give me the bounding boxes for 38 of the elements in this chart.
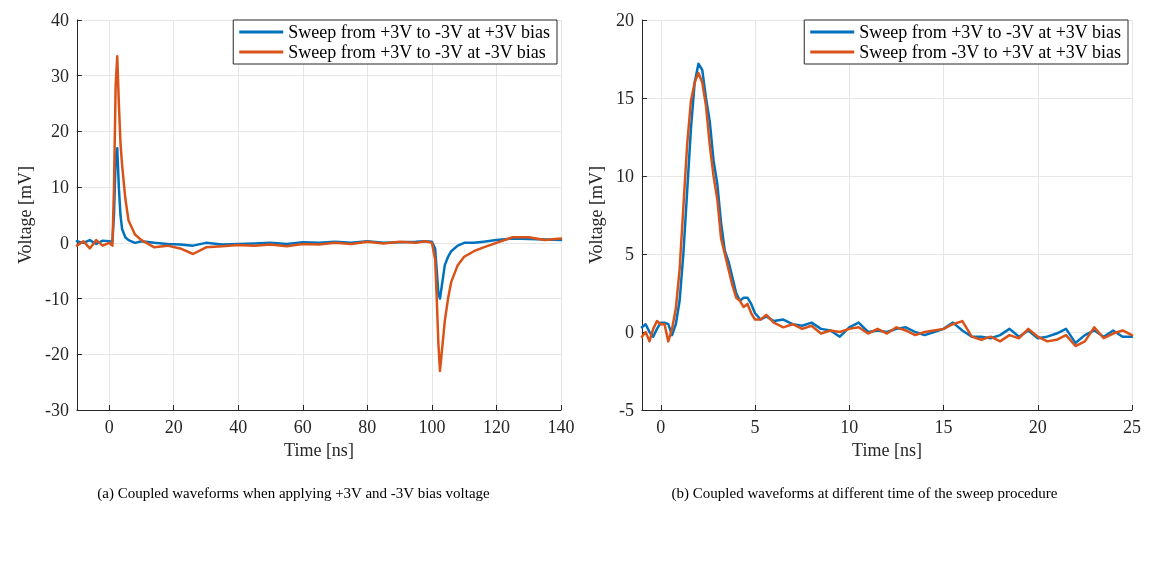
- y-tick-label: -5: [618, 400, 634, 420]
- y-tick-label: 20: [50, 121, 69, 142]
- x-tick-label: 25: [1123, 417, 1141, 437]
- y-tick-label: 20: [615, 10, 634, 30]
- x-tick-label: 120: [482, 417, 510, 437]
- x-tick-label: 20: [1028, 417, 1047, 437]
- y-tick-label: 10: [615, 166, 634, 186]
- x-tick-label: 80: [358, 417, 377, 437]
- legend-label: Sweep from +3V to -3V at -3V bias: [288, 42, 546, 62]
- y-tick-label: -30: [44, 400, 69, 420]
- text: (b) Coupled waveforms at different time of the sweep procedure: [670, 484, 1059, 503]
- y-tick-label: 40: [50, 10, 69, 30]
- y-axis-title: Voltage [mV]: [586, 165, 606, 265]
- y-tick-label: 10: [50, 177, 69, 198]
- legend-label: Sweep from -3V to +3V at +3V bias: [859, 42, 1122, 62]
- x-tick-label: 140: [547, 417, 575, 437]
- y-tick-label: -10: [44, 288, 69, 309]
- legend-label: Sweep from +3V to -3V at +3V bias: [859, 22, 1122, 42]
- x-tick-label: 0: [104, 417, 114, 437]
- legend-label: Sweep from +3V to -3V at +3V bias: [288, 22, 551, 42]
- y-tick-label: 0: [59, 232, 69, 253]
- y-tick-label: 15: [615, 88, 634, 108]
- y-tick-label: -20: [44, 344, 69, 365]
- x-tick-label: 40: [229, 417, 248, 437]
- x-axis-title: Time [ns]: [284, 439, 354, 460]
- x-tick-label: 15: [934, 417, 953, 437]
- y-tick-label: 5: [624, 244, 634, 264]
- x-tick-label: 20: [164, 417, 183, 437]
- y-tick-label: 30: [50, 65, 69, 86]
- x-tick-label: 5: [750, 417, 760, 437]
- y-axis-title: Voltage [mV]: [15, 165, 35, 265]
- x-axis-title: Time [ns]: [852, 439, 922, 460]
- x-tick-label: 10: [840, 417, 859, 437]
- x-tick-label: 0: [656, 417, 666, 437]
- y-tick-label: 0: [624, 322, 634, 342]
- x-tick-label: 60: [293, 417, 312, 437]
- x-tick-label: 100: [418, 417, 446, 437]
- text: (a) Coupled waveforms when applying +3V and -3V bias voltage: [96, 484, 491, 503]
